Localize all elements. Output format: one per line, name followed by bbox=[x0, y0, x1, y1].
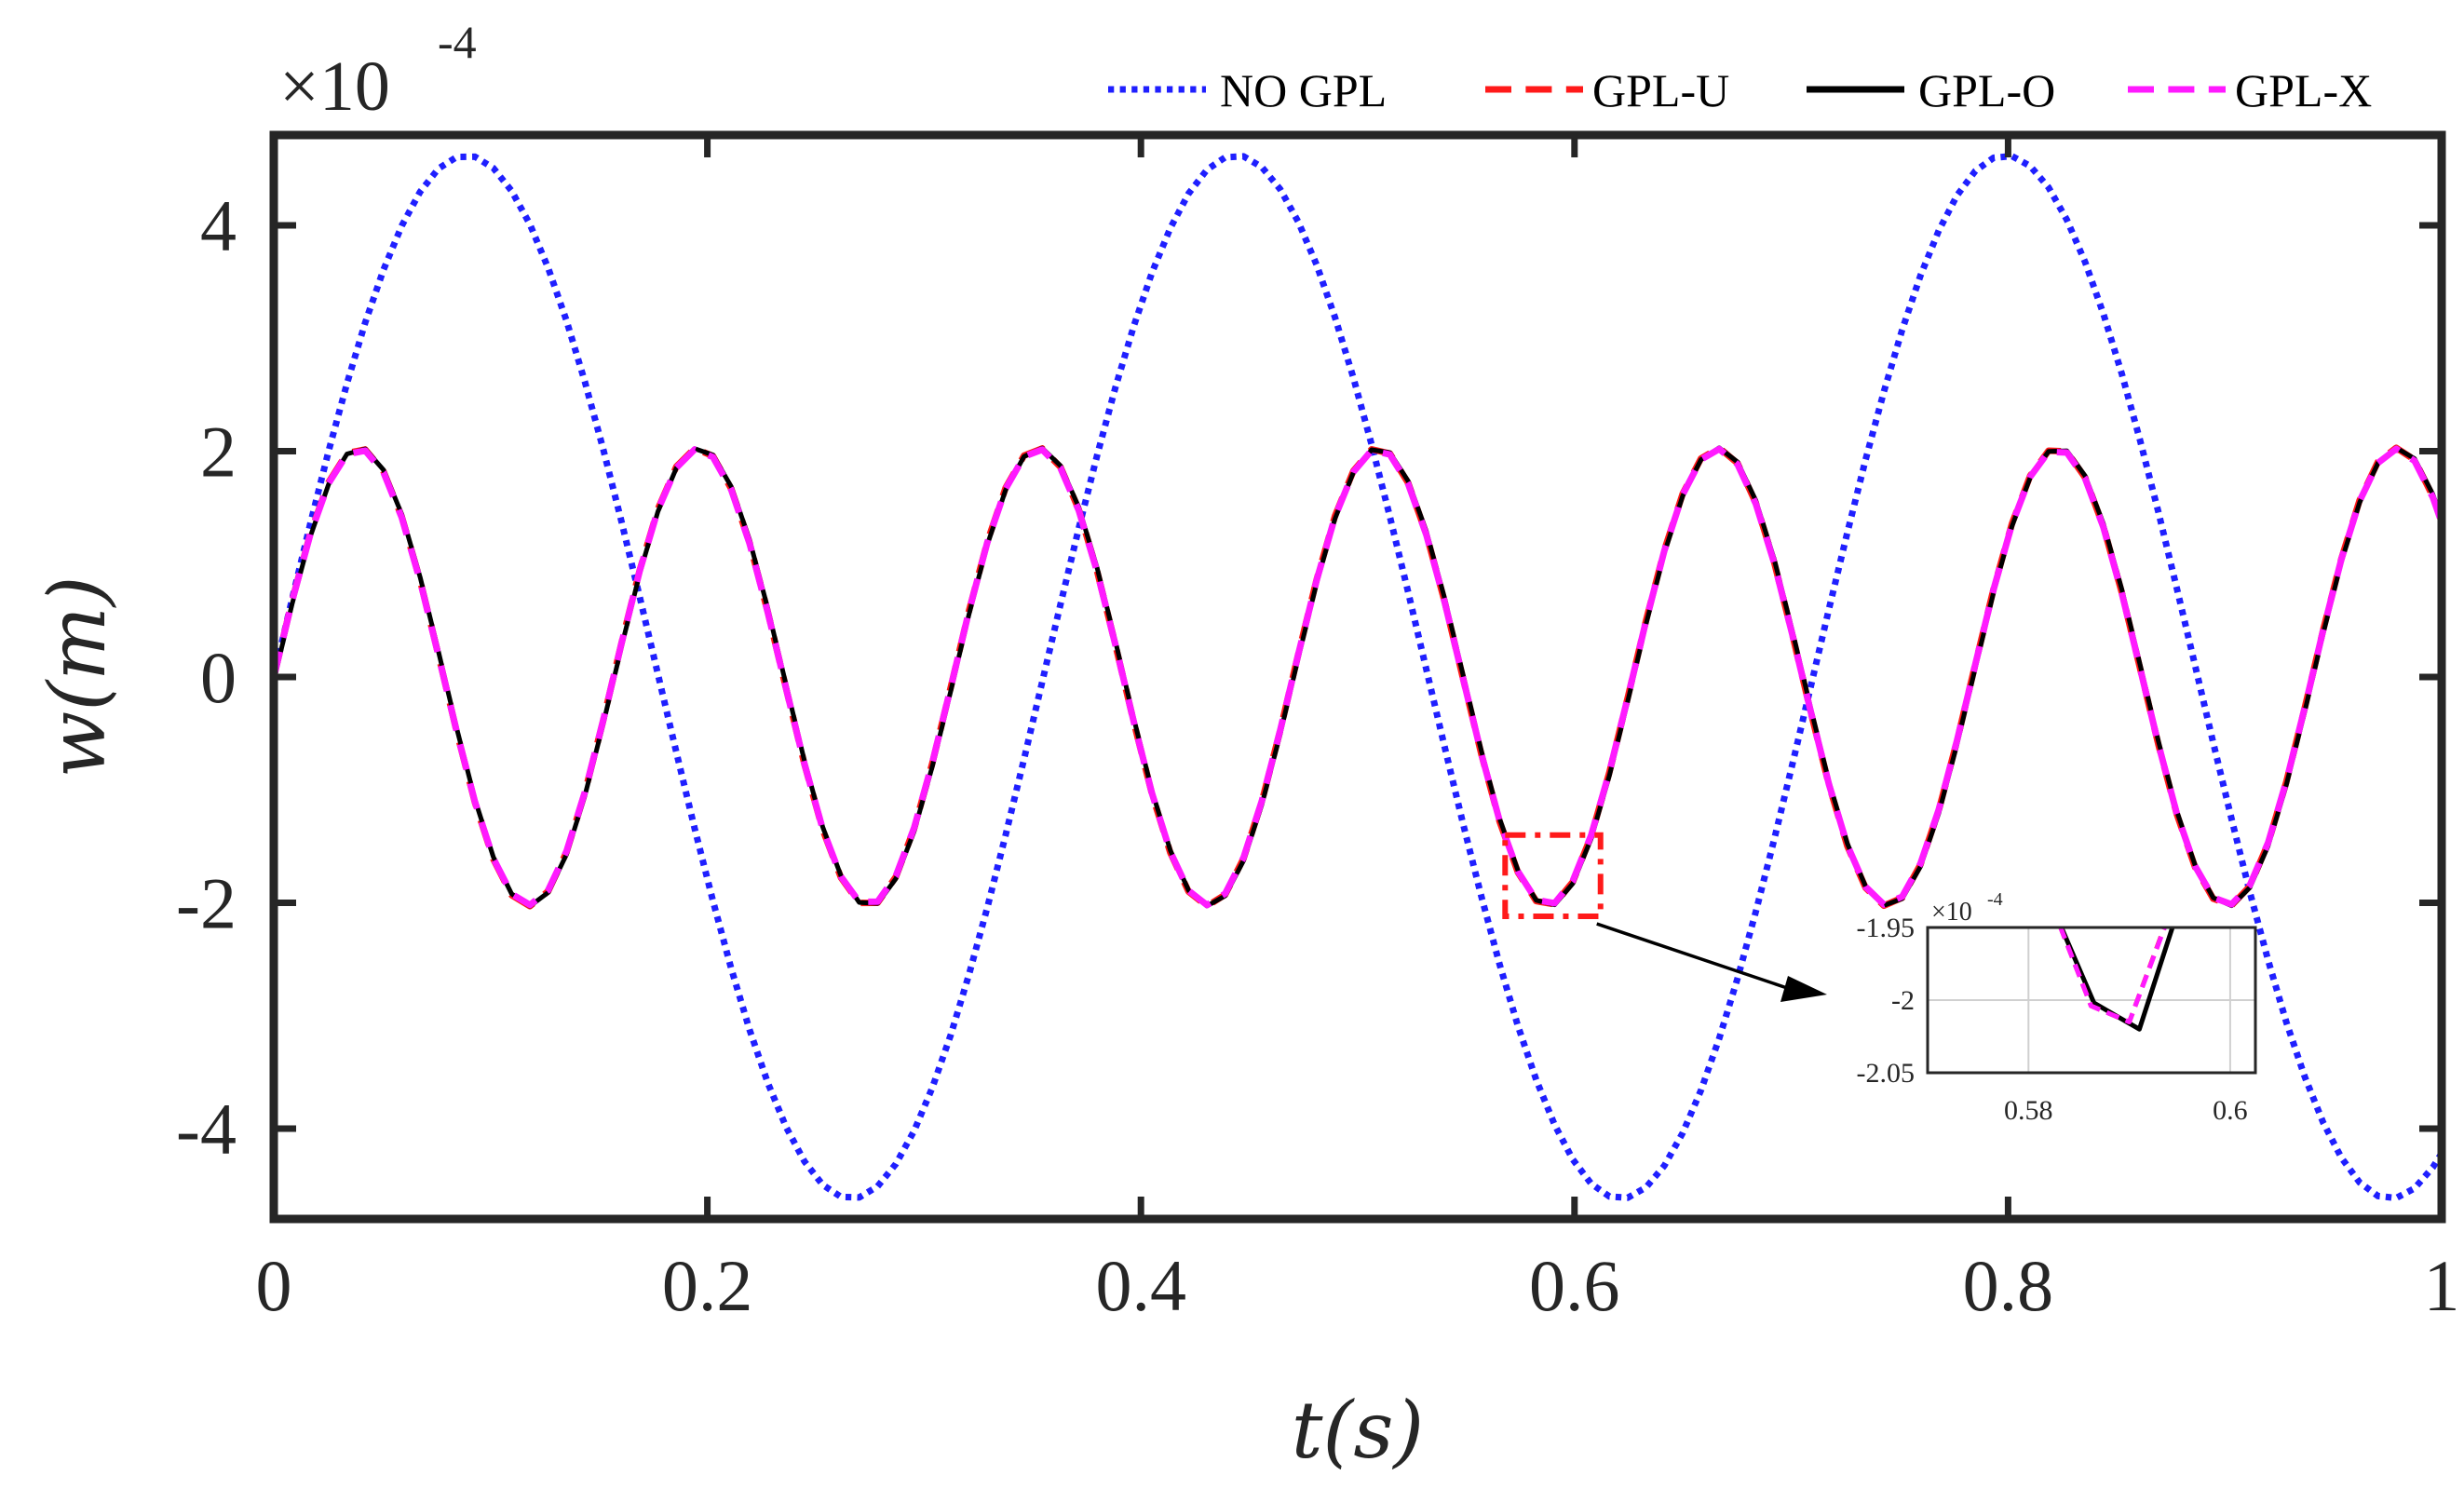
y-tick-label: -2 bbox=[176, 863, 237, 944]
x-tick-label: 0.8 bbox=[1963, 1245, 2054, 1326]
zoom-box bbox=[1502, 832, 1604, 920]
inset-y-tick-label: -2.05 bbox=[1857, 1058, 1916, 1089]
x-tick-label: 0.2 bbox=[662, 1245, 753, 1326]
inset-y-tick-label: -1.95 bbox=[1857, 913, 1916, 943]
legend-label-gpl-o: GPL-O bbox=[1918, 64, 2055, 116]
y-tick-label: 2 bbox=[200, 412, 237, 493]
inset-x-tick-label: 0.58 bbox=[2004, 1095, 2053, 1126]
legend: NO GPL GPL-U GPL-O GPL-X bbox=[1108, 64, 2372, 116]
plot-area: 0 0.2 0.4 0.6 0.8 1 -4 -2 0 2 4 t(s) w(m) ×10 -4 bbox=[32, 16, 2460, 1476]
series-line-no-gpl bbox=[270, 153, 2444, 1201]
y-tick-label: -4 bbox=[176, 1089, 237, 1170]
legend-label-gpl-x: GPL-X bbox=[2235, 64, 2372, 116]
y-scale-exponent: -4 bbox=[438, 16, 477, 68]
inset-scale-exponent: -4 bbox=[1987, 889, 2003, 910]
x-tick-label: 0.4 bbox=[1095, 1245, 1186, 1326]
legend-label-gpl-u: GPL-U bbox=[1592, 64, 1729, 116]
y-axis-label: w(m) bbox=[32, 575, 123, 778]
y-scale-factor: ×10 bbox=[279, 47, 390, 126]
inset-x-tick-label: 0.6 bbox=[2213, 1095, 2248, 1126]
inset-zoom-plot: 0.58 0.6 -1.95 -2 -2.05 ×10 -4 bbox=[1857, 889, 2257, 1126]
x-tick-label: 0 bbox=[256, 1245, 292, 1326]
inset-y-tick-label: -2 bbox=[1891, 985, 1915, 1016]
x-axis-label: t(s) bbox=[1292, 1385, 1424, 1476]
legend-label-no-gpl: NO GPL bbox=[1220, 64, 1387, 116]
x-tick-label: 0.6 bbox=[1529, 1245, 1620, 1326]
inset-series-gpl-x bbox=[2058, 927, 2167, 1024]
inset-scale-factor: ×10 bbox=[1931, 898, 1972, 927]
zoom-arrow-line bbox=[1596, 922, 1794, 992]
zoom-arrow-head bbox=[1780, 976, 1827, 1002]
y-tick-label: 4 bbox=[200, 185, 237, 266]
inset-series-group bbox=[2058, 927, 2175, 1032]
x-tick-label: 1 bbox=[2424, 1245, 2460, 1326]
y-tick-label: 0 bbox=[200, 637, 237, 718]
series-line-gpl-x bbox=[270, 445, 2445, 909]
inset-frame bbox=[1926, 926, 2257, 1075]
